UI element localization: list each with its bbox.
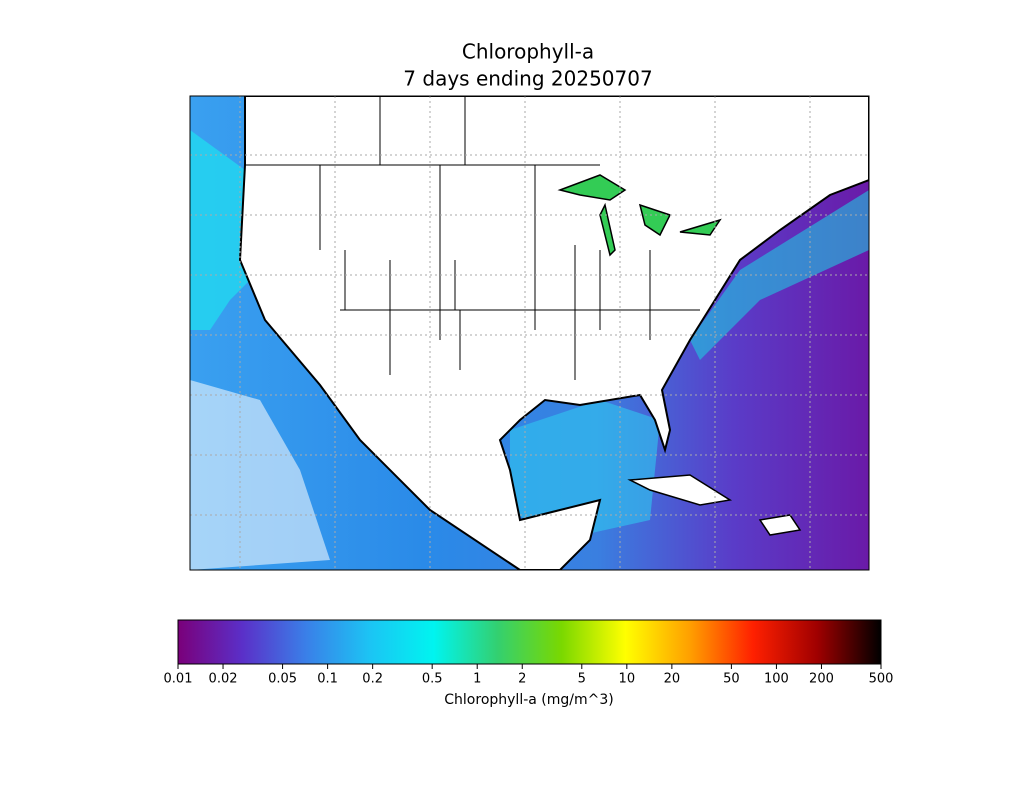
tick-label: 2 <box>518 672 526 687</box>
tick-label: 200 <box>809 672 834 687</box>
colorbar <box>177 619 882 665</box>
tick-label: 1 <box>473 672 481 687</box>
tick-label: 0.5 <box>422 672 443 687</box>
title-line: 7 days ending 20250707 <box>403 67 652 91</box>
tick-label: 20 <box>664 672 681 687</box>
tick-label: 0.01 <box>164 672 193 687</box>
title-line: Chlorophyll-a <box>462 40 594 64</box>
map-frame <box>189 95 870 571</box>
colorbar-label: Chlorophyll-a (mg/m^3) <box>444 692 613 708</box>
tick-label: 0.1 <box>317 672 338 687</box>
tick-label: 10 <box>619 672 636 687</box>
tick-label: 5 <box>578 672 586 687</box>
tick-label: 0.2 <box>362 672 383 687</box>
tick-label: 100 <box>764 672 789 687</box>
tick-label: 0.05 <box>268 672 297 687</box>
map <box>190 96 869 570</box>
tick-label: 500 <box>869 672 894 687</box>
tick-label: 0.02 <box>209 672 238 687</box>
tick-label: 50 <box>723 672 740 687</box>
